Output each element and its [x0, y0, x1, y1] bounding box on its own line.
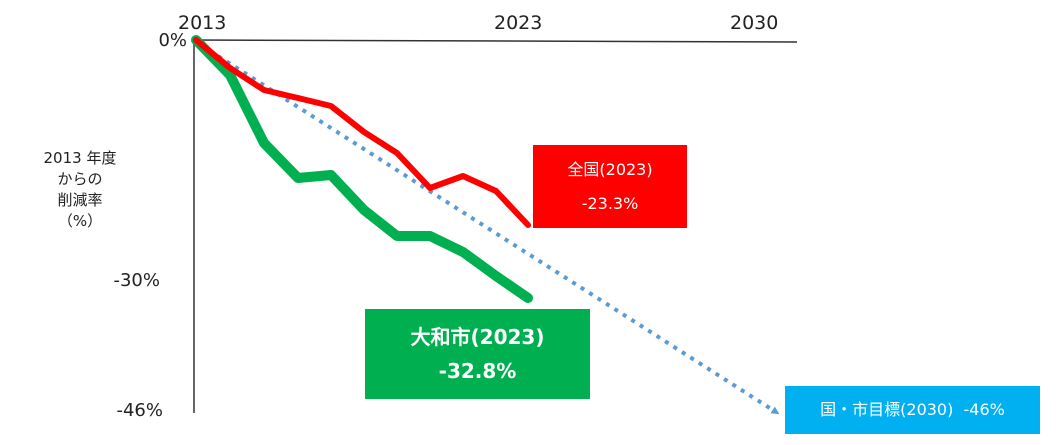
national-annotation: 全国(2023) -23.3%	[533, 145, 687, 228]
y-tick-0: 0%	[158, 30, 187, 51]
yamato-annotation-title: 大和市(2023)	[410, 325, 545, 349]
y-axis-label-line-1: 2013 年度	[43, 149, 117, 167]
x-axis-line	[193, 39, 798, 43]
national-annotation-title: 全国(2023)	[567, 159, 653, 179]
national-series-line	[193, 37, 531, 228]
y-tick-minus46: -46%	[116, 400, 163, 421]
yamato-annotation: 大和市(2023) -32.8%	[365, 309, 590, 399]
y-tick-minus30: -30%	[113, 270, 160, 291]
yamato-annotation-value: -32.8%	[438, 359, 517, 383]
x-tick-2013: 2013	[178, 12, 227, 34]
y-axis-label-line-4: （%）	[57, 212, 103, 230]
y-axis-label: 2013 年度 からの 削減率 （%）	[20, 148, 140, 232]
target-annotation-text: 国・市目標(2030) -46%	[820, 400, 1005, 419]
national-annotation-value: -23.3%	[581, 193, 639, 213]
yamato-series-line	[191, 35, 533, 303]
x-tick-2030: 2030	[730, 12, 779, 34]
y-axis-label-line-3: 削減率	[57, 191, 103, 209]
y-axis-label-line-2: からの	[57, 170, 103, 188]
target-annotation: 国・市目標(2030) -46%	[785, 386, 1040, 434]
x-tick-2023: 2023	[494, 12, 543, 34]
